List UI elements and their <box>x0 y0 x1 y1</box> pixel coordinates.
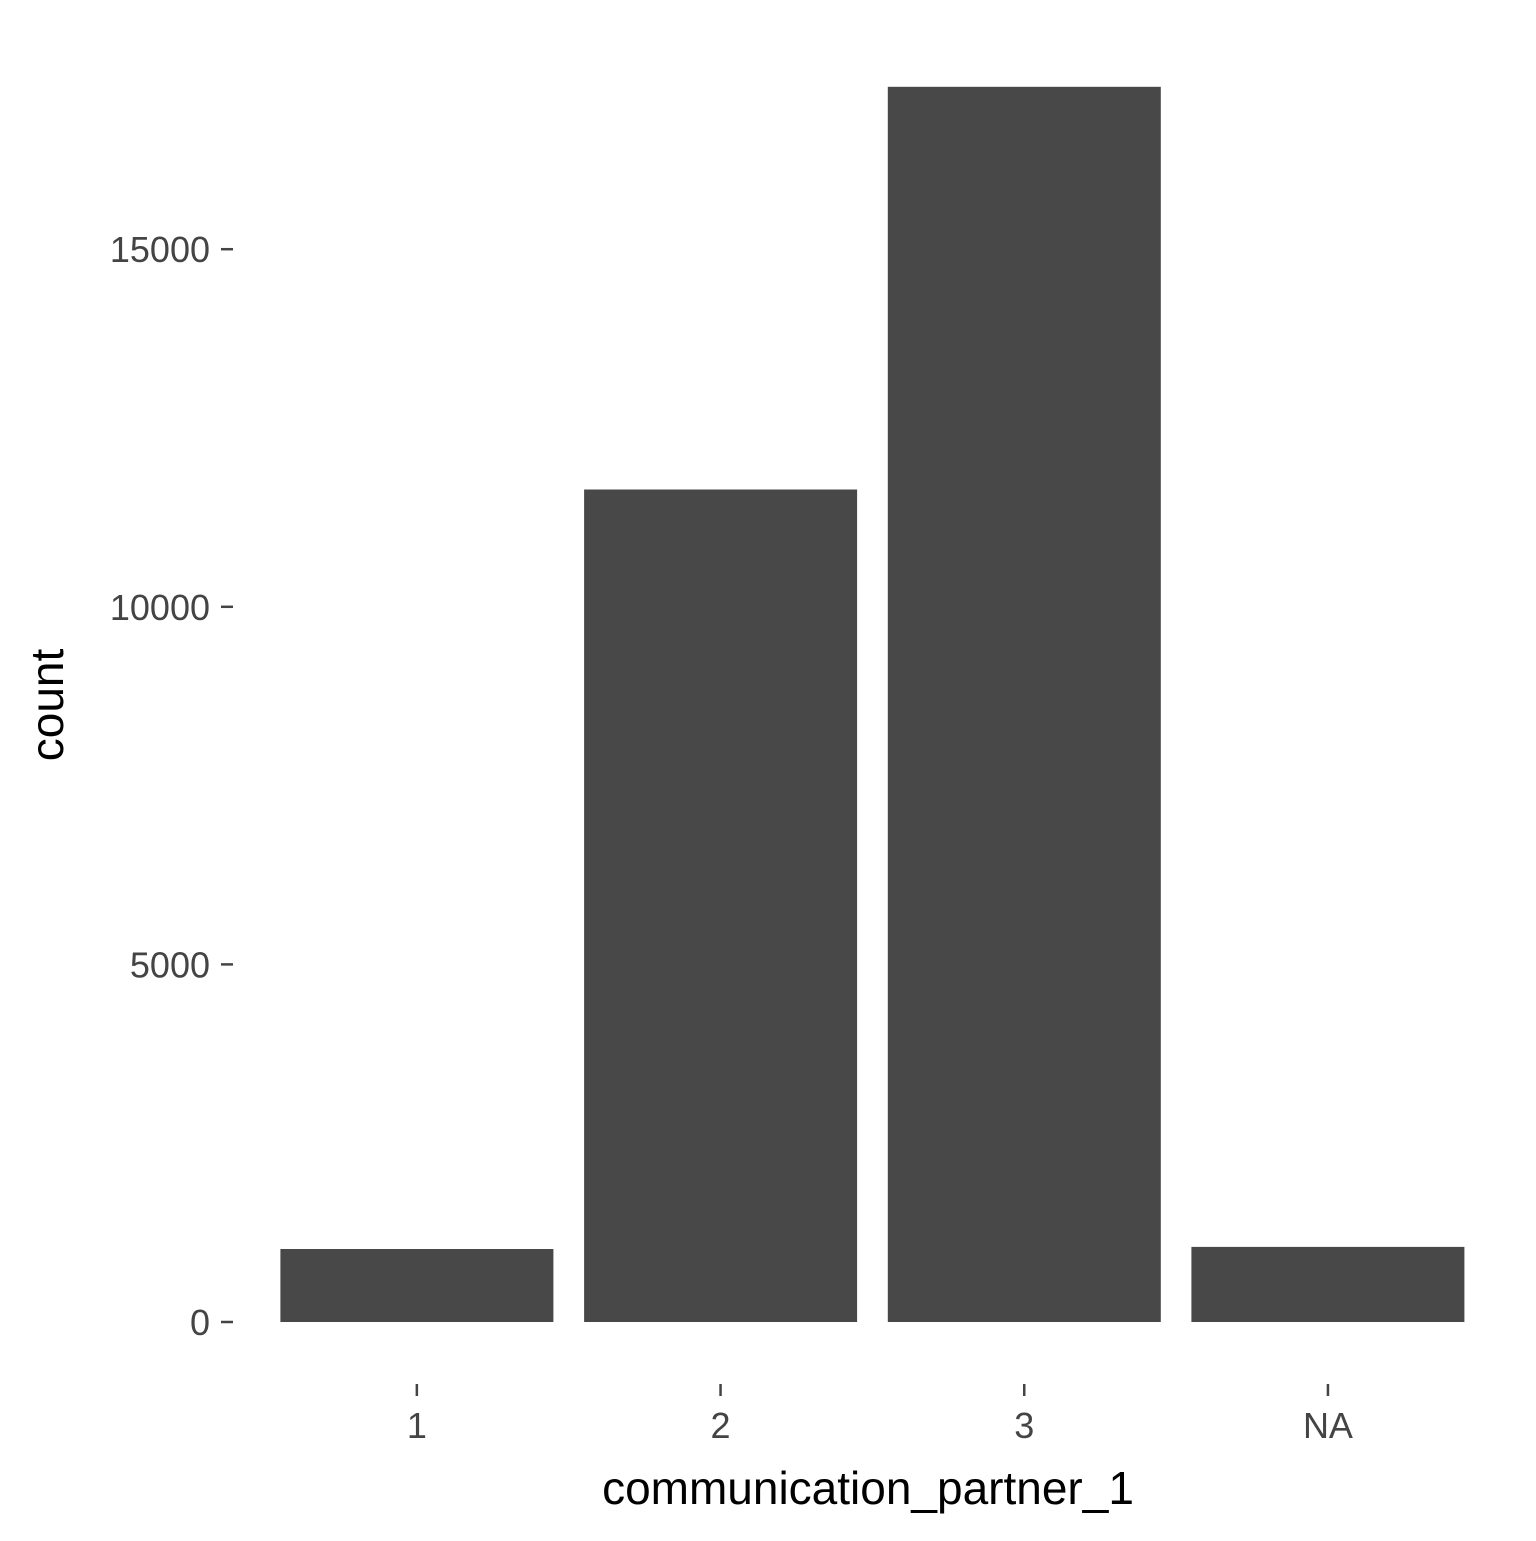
x-axis: 1 2 3 NA <box>407 1384 1353 1446</box>
y-tick-label: 10000 <box>110 587 210 628</box>
x-tick-label: 2 <box>711 1405 731 1446</box>
bar-1 <box>280 1249 554 1322</box>
y-axis-title: count <box>21 649 73 762</box>
bar-na <box>1191 1246 1465 1322</box>
y-tick-label: 5000 <box>130 944 210 985</box>
x-tick-label: NA <box>1303 1405 1353 1446</box>
bar-2 <box>584 489 858 1322</box>
bars-layer <box>280 86 1465 1322</box>
x-tick-label: 3 <box>1014 1405 1034 1446</box>
y-tick-label: 15000 <box>110 229 210 270</box>
x-axis-title: communication_partner_1 <box>602 1462 1134 1514</box>
bar-3 <box>887 86 1161 1322</box>
y-tick-label: 0 <box>190 1302 210 1343</box>
x-tick-label: 1 <box>407 1405 427 1446</box>
y-axis: 0 5000 10000 15000 <box>110 229 233 1343</box>
